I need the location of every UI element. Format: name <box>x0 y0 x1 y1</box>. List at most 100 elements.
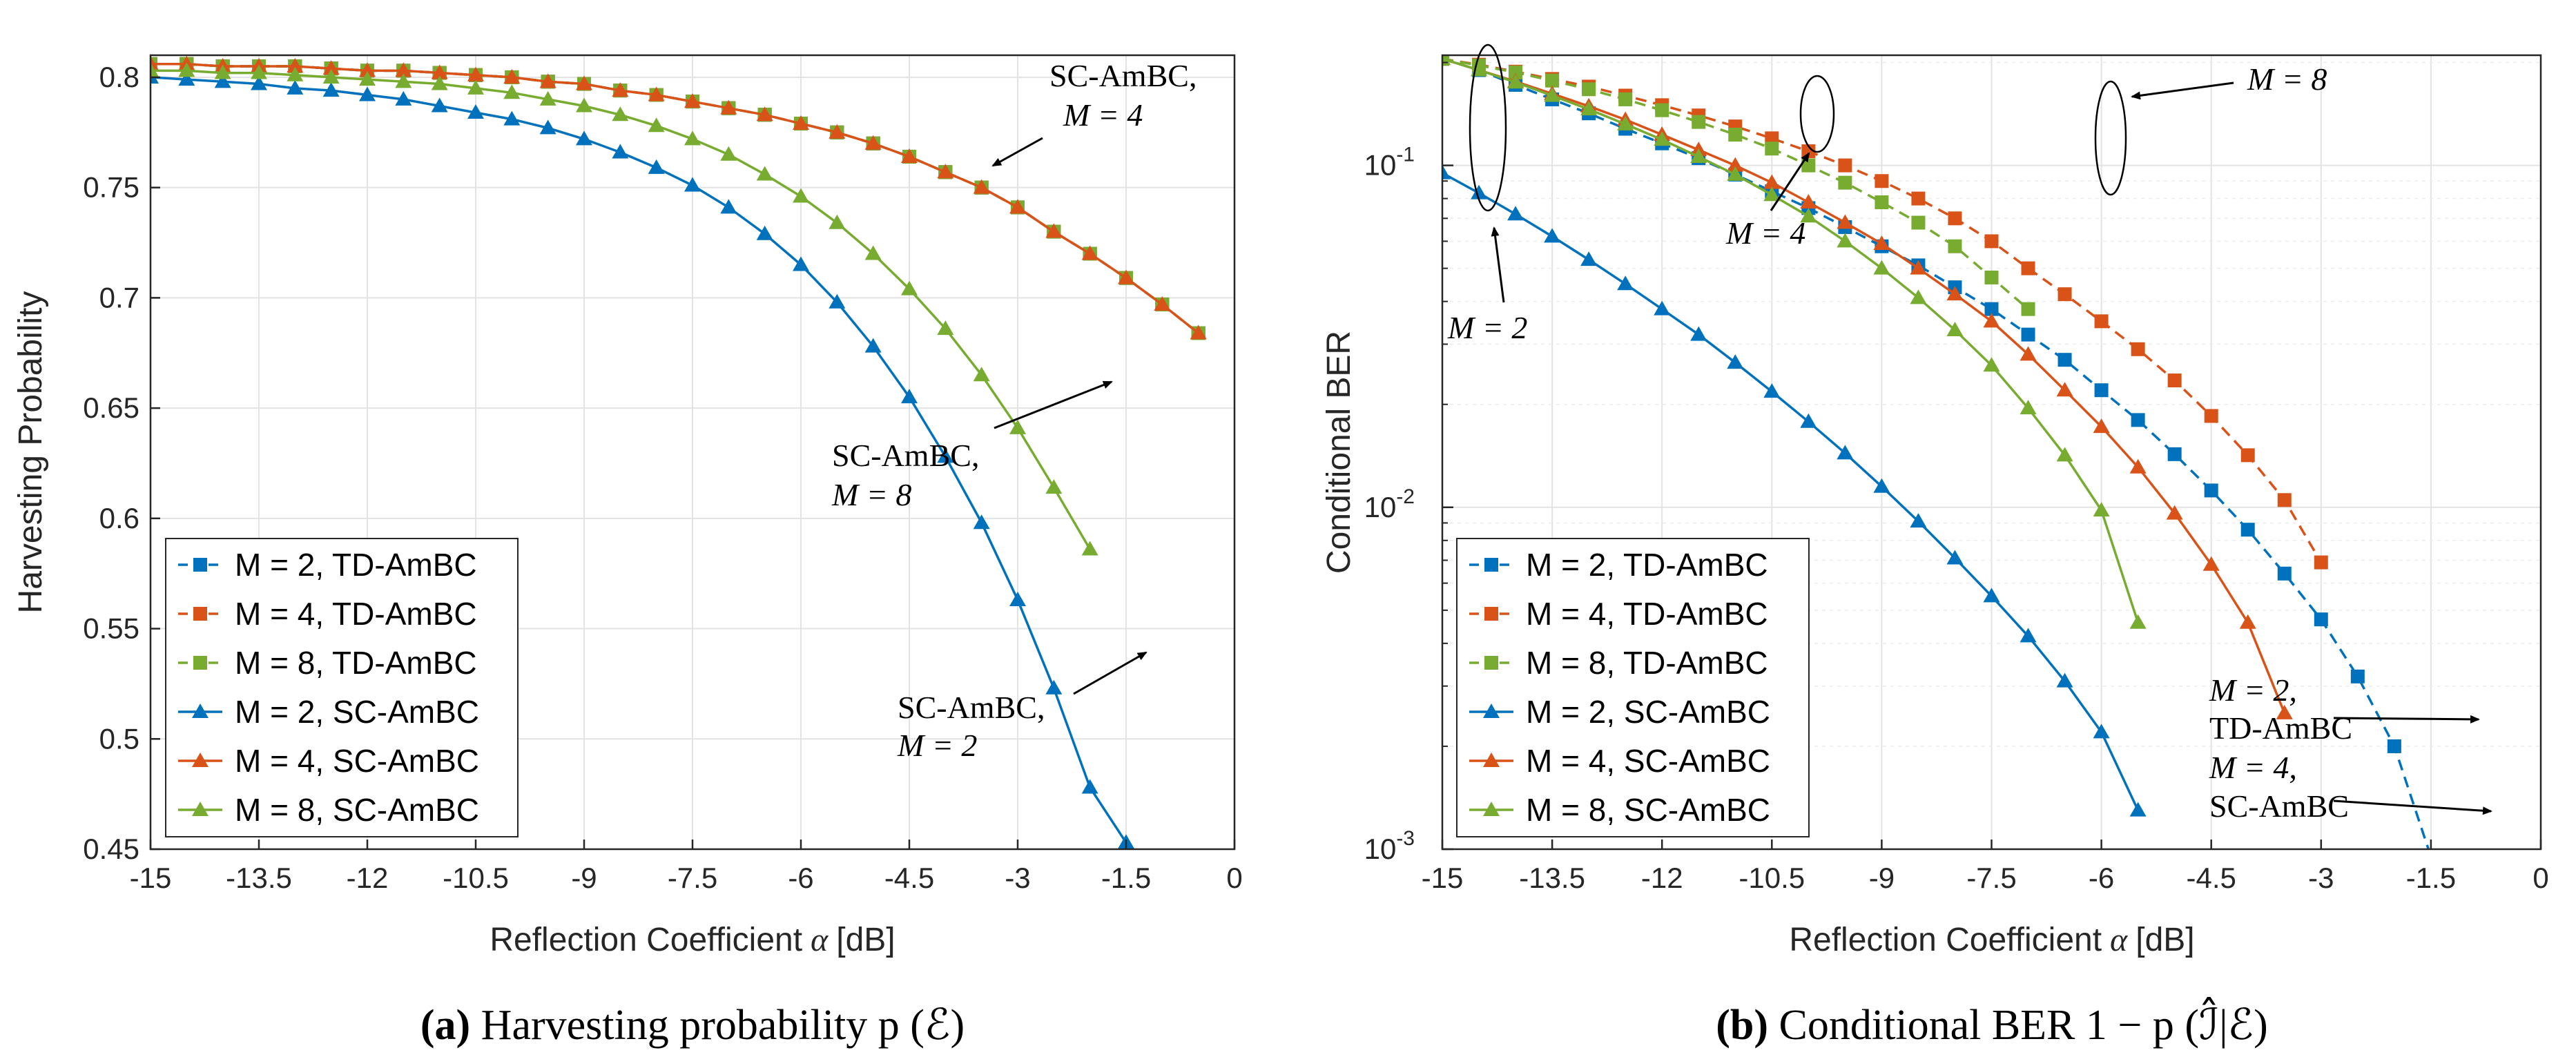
data-point <box>1507 74 1524 89</box>
data-point <box>684 177 701 192</box>
x-tick-label: -10.5 <box>1739 862 1805 894</box>
data-point <box>1618 92 1633 106</box>
data-point <box>2057 287 2072 302</box>
ellipse-m4 <box>1799 75 1835 153</box>
data-point <box>1837 233 1854 248</box>
data-point <box>2020 400 2037 415</box>
data-point <box>467 79 484 95</box>
data-point <box>1655 103 1669 117</box>
data-point <box>901 148 918 163</box>
data-point <box>1442 164 1451 180</box>
legend-item: M = 8, TD-AmBC <box>178 645 477 681</box>
data-point <box>395 73 412 88</box>
data-point <box>1911 191 1926 206</box>
series-m-2-sc-ambc <box>151 68 1134 849</box>
ellipse-m2 <box>1469 43 1507 212</box>
data-point <box>1838 175 1852 190</box>
data-point <box>973 514 990 530</box>
data-point <box>322 68 340 84</box>
data-point <box>1580 101 1598 116</box>
legend-item: M = 4, TD-AmBC <box>178 596 477 632</box>
data-point <box>684 130 701 146</box>
legend-label: M = 4, TD-AmBC <box>235 596 477 632</box>
data-point <box>2056 672 2073 688</box>
data-point <box>829 124 846 139</box>
data-point <box>1875 174 1889 188</box>
data-point <box>793 256 809 271</box>
svg-text:TD-AmBC: TD-AmBC <box>2209 710 2352 746</box>
data-point <box>151 68 159 84</box>
legend-item: M = 4, TD-AmBC <box>1469 596 1768 632</box>
data-point <box>901 280 918 295</box>
data-point <box>1910 260 1927 275</box>
legend-marker <box>1483 704 1500 718</box>
data-point <box>937 164 954 179</box>
data-point <box>2020 346 2037 361</box>
data-point <box>1838 158 1852 173</box>
data-point <box>322 60 340 75</box>
data-point <box>1910 289 1927 304</box>
annotation-sc-m4: SC-AmBC, M = 4 <box>991 58 1197 167</box>
data-point <box>359 71 376 86</box>
y-tick-label: 0.6 <box>99 502 139 534</box>
data-point <box>2387 739 2401 753</box>
data-point <box>151 62 159 77</box>
y-tick-label: 0.45 <box>83 833 139 865</box>
data-point <box>2129 802 2147 817</box>
legend-b: M = 2, TD-AmBC M = 4, TD-AmBC M = 8, TD-Am… <box>1456 538 1810 837</box>
x-tick-label: -9 <box>1869 862 1895 894</box>
data-point <box>793 188 809 203</box>
data-point <box>2350 669 2365 683</box>
data-point <box>503 110 521 126</box>
svg-text:M = 2: M = 2 <box>1447 310 1527 345</box>
data-point <box>1509 65 1523 79</box>
data-point <box>1727 354 1744 369</box>
data-point <box>1690 326 1707 341</box>
data-point <box>1763 383 1781 398</box>
data-point <box>539 90 556 106</box>
legend-label: M = 2, SC-AmBC <box>1526 694 1770 730</box>
data-point <box>1081 245 1098 260</box>
data-point <box>431 75 448 90</box>
data-point <box>1911 215 1926 230</box>
data-point <box>973 367 990 382</box>
data-point <box>2093 724 2110 739</box>
data-point <box>2314 612 2328 627</box>
data-point <box>1837 445 1854 460</box>
x-tick-label: -3 <box>2308 862 2334 894</box>
x-tick-label: -12 <box>1641 862 1683 894</box>
data-point <box>1948 239 1962 253</box>
data-point <box>1154 295 1171 311</box>
legend-marker <box>192 753 209 767</box>
data-point <box>1728 128 1743 142</box>
x-tick-label: -4.5 <box>2187 862 2236 894</box>
data-point <box>937 320 954 336</box>
legend-marker <box>1484 656 1498 670</box>
series-line <box>151 63 1199 334</box>
data-point <box>612 144 629 159</box>
caption-b: (b) Conditional BER 1 − p (ℐ̂|ℰ) <box>1716 997 2267 1049</box>
svg-text:SC-AmBC,: SC-AmBC, <box>1049 58 1197 93</box>
legend-label: M = 8, TD-AmBC <box>235 645 477 681</box>
data-point <box>539 119 556 135</box>
series-m-2-sc-ambc <box>1442 164 2147 817</box>
x-tick-label: 0 <box>2533 862 2548 894</box>
data-point <box>1873 478 1890 493</box>
data-point <box>648 117 665 133</box>
annotation-sc-m2: SC-AmBC, M = 2 <box>897 651 1147 763</box>
data-point <box>2240 448 2255 463</box>
svg-text:SC-AmBC,: SC-AmBC, <box>898 690 1045 725</box>
data-point <box>1009 592 1026 607</box>
data-point <box>2093 418 2110 434</box>
data-point <box>720 199 737 214</box>
legend-item: M = 4, SC-AmBC <box>178 743 479 779</box>
data-point <box>359 62 376 77</box>
svg-text:M = 4,: M = 4, <box>2209 750 2297 785</box>
svg-text:M = 8: M = 8 <box>2247 61 2327 97</box>
x-tick-label: -1.5 <box>1101 862 1151 894</box>
data-point <box>1507 206 1524 221</box>
data-point <box>2276 704 2293 719</box>
data-point <box>1545 73 1560 88</box>
data-point <box>1875 195 1889 210</box>
